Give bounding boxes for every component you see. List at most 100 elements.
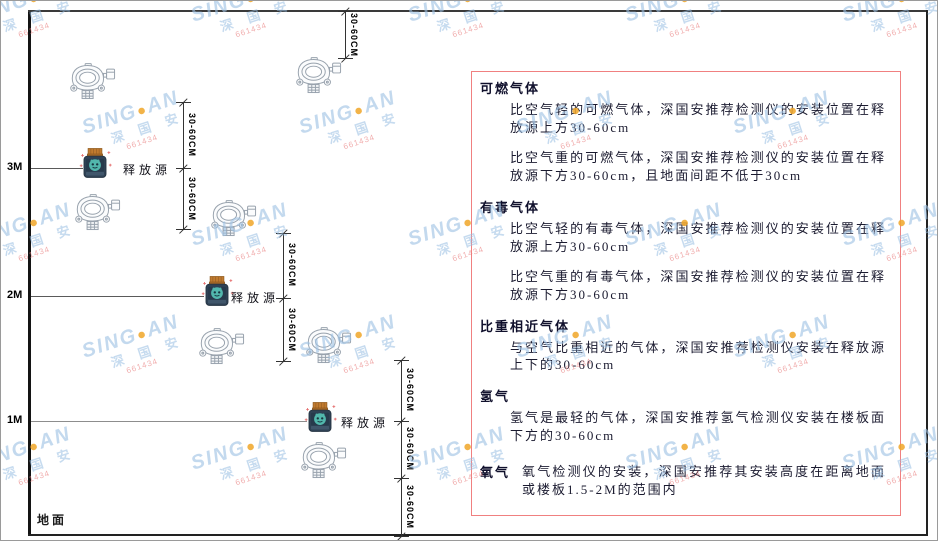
watermark-cjk: 深 国 安 — [218, 0, 295, 35]
watermark-code: 661434 — [234, 20, 269, 40]
dimension-label: 30-60CM — [287, 307, 297, 353]
detector-icon — [210, 200, 257, 238]
release-source-icon — [77, 147, 113, 179]
release-source-label: 释放源 — [341, 416, 390, 430]
watermark-brand: SING●AN — [188, 1, 291, 28]
section-paragraph: 比空气轻的可燃气体，深国安推荐检测仪的安装位置在释放源上方30-60cm — [510, 102, 886, 135]
panel-section: 有毒气体比空气轻的有毒气体，深国安推荐检测仪的安装位置在释放源上方30-60cm… — [480, 197, 890, 304]
panel-section: 氧气 氧气检测仪的安装，深国安推荐其安装高度在距离地面或楼板1.5-2M的范围内 — [480, 457, 890, 511]
watermark-brand: SING●AN — [1, 1, 74, 28]
release-source-icon — [199, 275, 235, 307]
dimension-label: 30-60CM — [405, 426, 415, 472]
watermark-cjk: 深 国 安 — [218, 444, 295, 483]
watermark-dot-icon: ● — [351, 100, 368, 121]
axis-label-3m: 3M — [7, 161, 23, 173]
panel-section: 氢气氢气是最轻的气体，深国安推荐氢气检测仪安装在楼板面下方的30-60cm — [480, 386, 890, 445]
dimension-label: 30-60CM — [405, 484, 415, 530]
level-line-2m — [31, 296, 204, 297]
watermark-code: 661434 — [125, 132, 160, 152]
watermark-dot-icon: ● — [134, 324, 151, 345]
watermark-code: 661434 — [668, 20, 703, 40]
watermark-brand: SING●AN — [405, 1, 508, 28]
watermark-dot-icon: ● — [27, 1, 43, 8]
section-paragraph: 比空气轻的有毒气体，深国安推荐检测仪的安装位置在释放源上方30-60cm — [510, 220, 886, 254]
panel-sections: 可燃气体比空气轻的可燃气体，深国安推荐检测仪的安装位置在释放源上方30-60cm… — [480, 78, 890, 515]
section-paragraph: 氢气是最轻的气体，深国安推荐氢气检测仪安装在楼板面下方的30-60cm — [510, 410, 886, 444]
axis-label-2m: 2M — [7, 289, 23, 301]
watermark-code: 661434 — [17, 244, 52, 264]
watermark-cjk: 深 国 安 — [109, 332, 186, 371]
section-heading: 氧气 — [480, 465, 511, 481]
recommendation-panel: 可燃气体比空气轻的可燃气体，深国安推荐检测仪的安装位置在释放源上方30-60cm… — [471, 71, 901, 516]
level-line-1m — [31, 421, 307, 422]
ground-label: 地面 — [37, 513, 68, 527]
release-source-label: 释放源 — [231, 291, 280, 305]
ground-line — [28, 534, 928, 536]
watermark-cjk: 深 国 安 — [1, 0, 78, 35]
watermark-cjk: 深 国 安 — [109, 108, 186, 147]
watermark-dot-icon: ● — [461, 1, 477, 8]
watermark-dot-icon: ● — [243, 436, 260, 457]
watermark-cjk: 深 国 安 — [1, 220, 78, 259]
section-heading: 有毒气体 — [480, 199, 541, 215]
left-wall — [28, 10, 31, 536]
watermark-brand: SING●AN — [839, 1, 937, 28]
dimension-label: 30-60CM — [287, 242, 297, 288]
dimension-label: 30-60CM — [405, 367, 415, 413]
panel-section: 比重相近气体 与空气比重相近的气体，深国安推荐检测仪安装在释放源上下的30-60c… — [480, 316, 890, 375]
watermark-dot-icon: ● — [678, 1, 694, 8]
section-heading: 氢气 — [480, 389, 511, 405]
watermark-code: 661434 — [451, 20, 486, 40]
watermark-code: 661434 — [17, 20, 52, 40]
watermark-brand: SING●AN — [0, 198, 74, 251]
release-source-icon — [302, 401, 338, 433]
watermark-cjk: 深 国 安 — [1, 444, 78, 483]
detector-icon — [300, 442, 347, 480]
watermark-brand: SING●AN — [79, 310, 182, 363]
section-paragraph: 氧气检测仪的安装，深国安推荐其安装高度在距离地面或楼板1.5-2M的范围内 — [522, 464, 886, 498]
section-paragraph: 比空气重的可燃气体，深国安推荐检测仪的安装位置在释放源下方30-60cm，且地面… — [510, 149, 886, 183]
watermark-code: 661434 — [885, 20, 920, 40]
watermark-cjk: 深 国 安 — [652, 0, 729, 35]
watermark-code: 661434 — [234, 468, 269, 488]
dimension-label: 30-60CM — [187, 112, 197, 158]
watermark-brand: SING●AN — [622, 1, 725, 28]
level-line-3m — [31, 168, 83, 169]
watermark-dot-icon: ● — [351, 324, 368, 345]
watermark-brand: SING●AN — [188, 422, 291, 475]
watermark-code: 661434 — [17, 468, 52, 488]
dimension-label: 30-60CM — [187, 176, 197, 222]
detector-icon — [198, 328, 245, 366]
section-heading: 可燃气体 — [480, 81, 541, 96]
watermark-dot-icon: ● — [134, 100, 151, 121]
axis-label-1m: 1M — [7, 414, 23, 426]
watermark-cjk: 深 国 安 — [435, 0, 512, 35]
detector-icon — [74, 194, 121, 232]
detector-icon — [305, 327, 352, 365]
dimension-label: 30-60CM — [349, 12, 359, 58]
watermark-code: 661434 — [342, 132, 377, 152]
ceiling-line — [28, 10, 928, 12]
watermark-code: 661434 — [125, 356, 160, 376]
release-source-label: 释放源 — [123, 163, 172, 177]
section-paragraph: 比空气重的有毒气体，深国安推荐检测仪的安装位置在释放源下方30-60cm — [510, 268, 886, 302]
detector-icon — [69, 63, 116, 101]
detector-icon — [295, 57, 342, 95]
watermark-dot-icon: ● — [244, 1, 260, 8]
right-wall — [926, 10, 928, 536]
section-paragraph: 与空气比重相近的气体，深国安推荐检测仪安装在释放源上下的30-60cm — [510, 339, 886, 373]
watermark-cjk: 深 国 安 — [326, 108, 403, 147]
watermark-brand: SING●AN — [0, 422, 74, 475]
watermark-dot-icon: ● — [895, 1, 911, 8]
